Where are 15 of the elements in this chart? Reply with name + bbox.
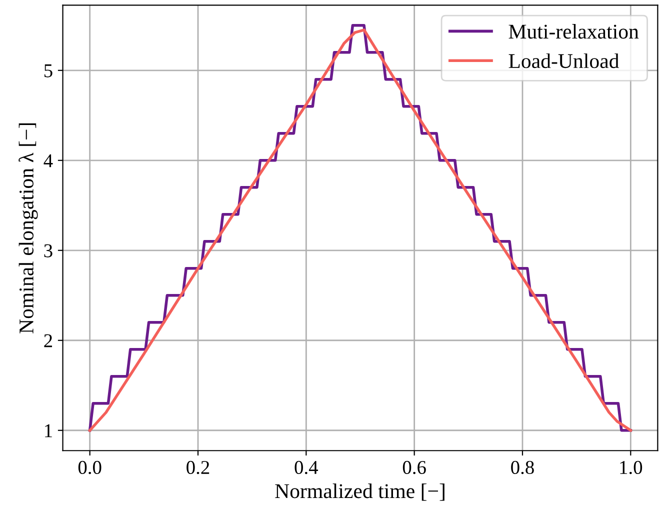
x-tick-label: 0.4 (294, 460, 318, 474)
x-tick-label: 0.8 (511, 460, 534, 474)
x-axis-title: Normalized time [−] (275, 484, 444, 501)
y-tick-label: 5 (44, 64, 52, 78)
legend-label: Muti-relaxation (508, 24, 639, 39)
x-tick-label: 0.0 (78, 460, 102, 474)
y-axis-title: Nominal elongation λ [−] (18, 123, 38, 334)
y-tick-label: 3 (44, 244, 52, 258)
x-tick-label: 0.6 (402, 460, 426, 474)
x-tick-label: 1.0 (620, 460, 642, 474)
y-tick-label: 2 (44, 334, 52, 348)
legend-label: Load-Unload (508, 53, 620, 68)
y-tick-label: 4 (44, 154, 53, 168)
y-tick-label: 1 (45, 424, 52, 438)
x-tick-label: 0.2 (186, 460, 210, 474)
